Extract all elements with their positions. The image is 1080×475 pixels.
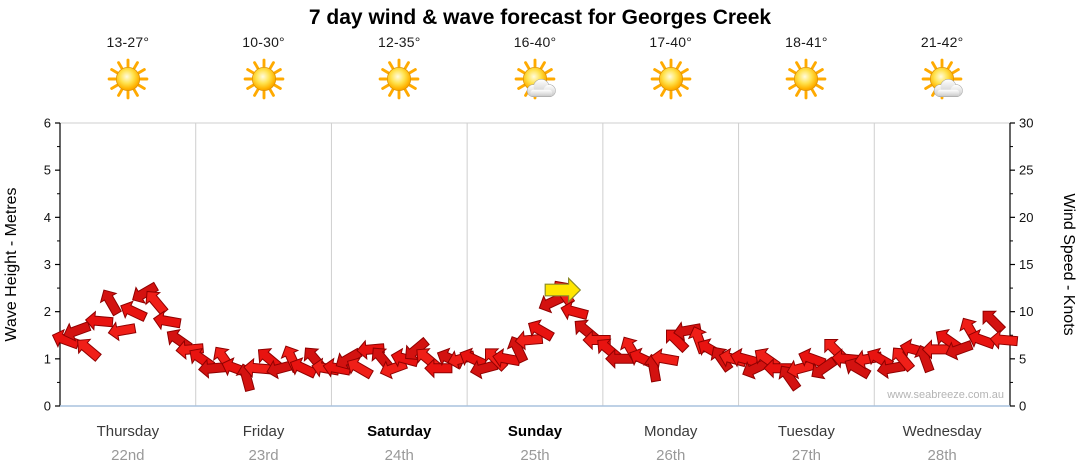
wind-arrow — [346, 357, 374, 380]
wind-arrow — [424, 358, 453, 379]
wind-arrow — [527, 319, 555, 342]
wind-arrow — [63, 321, 92, 342]
wind-axis-tick-label: 15 — [1019, 257, 1033, 272]
wind-arrow — [798, 347, 827, 369]
day-date-label: 26th — [656, 447, 685, 464]
wind-arrow — [120, 300, 148, 322]
wind-arrow — [778, 365, 802, 392]
wave-axis-tick-label: 3 — [44, 257, 51, 272]
sun-cloud-icon — [921, 58, 963, 100]
wind-arrow — [650, 347, 680, 369]
wind-arrow — [335, 347, 363, 370]
wave-axis-tick-label: 5 — [44, 163, 51, 178]
day-name-label: Wednesday — [903, 423, 982, 440]
wind-axis-title: Wind Speed - Knots — [1060, 193, 1077, 335]
wind-axis-tick-label: 5 — [1019, 351, 1026, 366]
temperature-label: 17-40° — [649, 34, 692, 50]
watermark: www.seabreeze.com.au — [886, 389, 1004, 401]
day-column: 17-40° — [606, 34, 736, 120]
day-name-label: Saturday — [367, 423, 432, 440]
forecast-chart: 0 1 2 3 4 5 6 0 5 10 15 20 25 30 Wave Height - Metres W… — [3, 116, 1077, 464]
day-name-label: Tuesday — [778, 423, 835, 440]
temperature-label: 13-27° — [106, 34, 150, 50]
wind-arrow — [322, 357, 352, 378]
wind-arrow — [107, 321, 137, 342]
cloud-icon — [526, 79, 556, 97]
wind-arrow — [459, 347, 488, 370]
wind-arrow — [175, 339, 204, 360]
wave-axis-tick-label: 6 — [44, 116, 51, 131]
wind-axis-tick-label: 25 — [1019, 163, 1033, 178]
wind-arrow — [844, 357, 872, 380]
wave-axis-tick-label: 0 — [44, 399, 51, 414]
wind-axis-tick-label: 20 — [1019, 210, 1033, 225]
day-date-label: 24th — [385, 447, 414, 464]
sun-cloud-icon — [514, 58, 556, 100]
wind-arrow — [356, 339, 385, 360]
page-title: 7 day wind & wave forecast for Georges C… — [308, 6, 772, 29]
sun-icon — [650, 58, 692, 100]
wind-arrow — [891, 347, 916, 373]
wind-axis-tick-label: 0 — [1019, 399, 1026, 414]
temperature-label: 18-41° — [785, 34, 828, 50]
wind-arrow — [811, 356, 838, 380]
wind-arrow — [666, 329, 690, 354]
day-date-label: 23rd — [249, 447, 279, 464]
wind-arrows — [51, 276, 1019, 393]
cloud-icon — [934, 79, 963, 97]
sun-icon — [378, 58, 420, 100]
day-date-label: 27th — [792, 447, 821, 464]
wave-axis-tick-label: 4 — [44, 210, 51, 225]
day-column: 16-40° — [470, 34, 600, 120]
wind-arrow — [729, 347, 759, 368]
wind-axis-tick-label: 10 — [1019, 304, 1033, 319]
wave-axis-title: Wave Height - Metres — [3, 187, 20, 341]
day-date-label: 22nd — [111, 447, 144, 464]
wind-axis-tick-label: 30 — [1019, 116, 1033, 131]
day-date-label: 28th — [928, 447, 957, 464]
temperature-label: 21-42° — [920, 34, 964, 50]
day-date-label: 25th — [520, 447, 549, 464]
wind-arrow — [982, 310, 1007, 335]
day-column: 12-35° — [334, 34, 464, 120]
sun-icon — [107, 58, 149, 100]
day-labels: Thursday 22nd Friday 23rd Saturday 24th Sunday… — [97, 423, 983, 464]
day-column: 10-30° — [199, 34, 329, 120]
temperature-label: 16-40° — [513, 34, 557, 50]
day-column: 21-42° — [877, 34, 1007, 120]
temperature-label: 12-35° — [377, 34, 421, 50]
day-name-label: Monday — [644, 423, 698, 440]
wind-arrow — [145, 290, 169, 316]
wind-arrow — [84, 310, 114, 331]
wave-axis-tick-label: 1 — [44, 351, 51, 366]
axes: 0 1 2 3 4 5 6 0 5 10 15 20 25 30 — [44, 116, 1034, 414]
day-column: 13-27° — [63, 34, 193, 120]
temperature-label: 10-30° — [242, 34, 285, 50]
wave-axis-tick-label: 2 — [44, 304, 51, 319]
wind-arrow — [51, 328, 81, 350]
sun-icon — [243, 58, 284, 100]
wind-arrow — [405, 336, 430, 361]
wind-arrow — [132, 281, 159, 304]
day-name-label: Thursday — [97, 423, 160, 440]
wind-arrow — [152, 310, 182, 331]
wind-arrow — [989, 329, 1019, 350]
wind-arrow — [77, 338, 102, 362]
wind-arrow — [243, 357, 272, 379]
highlight-wind-arrow — [544, 276, 582, 304]
wind-arrow — [99, 289, 122, 317]
sun-icon — [786, 58, 827, 100]
day-name-label: Friday — [243, 423, 285, 440]
day-column: 18-41° — [741, 34, 871, 120]
wind-arrow — [945, 340, 974, 361]
day-name-label: Sunday — [508, 423, 563, 440]
wind-arrow — [560, 300, 589, 321]
